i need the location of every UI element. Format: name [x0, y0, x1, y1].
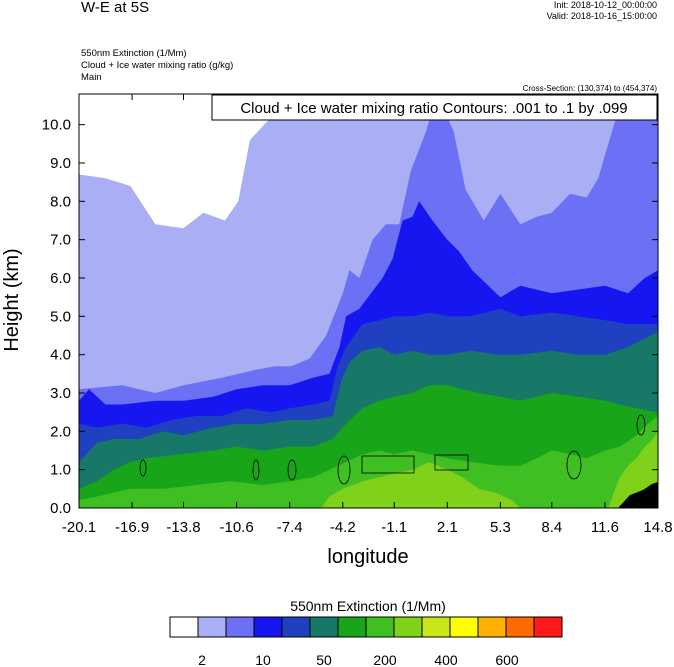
- cloud-contour: [287, 459, 297, 481]
- subtitle-extinction: 550nm Extinction (1/Mm): [81, 48, 187, 59]
- colorbar-swatch: [421, 616, 451, 638]
- contour-band-7: [321, 462, 521, 508]
- cloud-contour: [566, 450, 582, 480]
- colorbar-swatch: [169, 616, 199, 638]
- x-tick-label: -10.6: [220, 519, 254, 536]
- plot-frame: [78, 93, 659, 509]
- colorbar-label: 10: [255, 652, 271, 667]
- cross-section-label: Cross-Section: (130,374) to (454,374): [522, 84, 657, 93]
- y-tick-label: 3.0: [50, 385, 71, 402]
- x-tick-label: 8.4: [541, 519, 562, 536]
- x-tick-label: 11.6: [591, 519, 619, 536]
- y-axis-label: Height (km): [1, 248, 23, 351]
- colorbar-swatch: [365, 616, 395, 638]
- x-tick-label: -7.4: [277, 519, 303, 536]
- y-tick-label: 6.0: [50, 270, 71, 287]
- cloud-contour: [636, 414, 646, 436]
- terrain: [618, 482, 658, 508]
- colorbar: 2 10 50 200 400 600: [169, 616, 563, 667]
- y-tick-label: 4.0: [50, 347, 71, 364]
- filled-contours: [79, 94, 658, 508]
- colorbar-swatch: [309, 616, 339, 638]
- x-tick-label: -16.9: [115, 519, 149, 536]
- colorbar-swatch: [505, 616, 535, 638]
- x-tick-label: 2.1: [437, 519, 458, 536]
- y-tick-label: 8.0: [50, 193, 71, 210]
- cloud-contour: [434, 454, 469, 471]
- colorbar-swatch: [337, 616, 367, 638]
- contour-info-box: [211, 94, 658, 121]
- contour-band-6: [79, 416, 658, 508]
- cloud-contours: [139, 414, 646, 485]
- y-tick-label: 9.0: [50, 155, 71, 172]
- plot-title: W-E at 5S: [81, 0, 150, 16]
- y-tick-label: 0.0: [50, 500, 71, 517]
- x-tick-label: -13.8: [166, 519, 200, 536]
- x-axis-label: longitude: [327, 546, 408, 568]
- x-tick-label: -20.1: [62, 519, 96, 536]
- x-axis: -20.1 -16.9 -13.8 -10.6 -7.4 -4.2 -1.1 2.1 5.3 8.…: [62, 94, 673, 536]
- cloud-contour: [139, 459, 147, 477]
- colorbar-swatch: [197, 616, 227, 638]
- subtitle-mixing-ratio: Cloud + Ice water mixing ratio (g/kg): [81, 60, 234, 71]
- colorbar-swatch: [449, 616, 479, 638]
- colorbar-label: 600: [495, 652, 519, 667]
- colorbar-swatch: [477, 616, 507, 638]
- x-tick-label: 14.8: [643, 519, 672, 536]
- colorbar-swatch: [533, 616, 563, 638]
- y-tick-label: 1.0: [50, 462, 71, 479]
- colorbar-swatch: [393, 616, 423, 638]
- cloud-contour: [337, 455, 351, 485]
- y-tick-label: 5.0: [50, 308, 71, 325]
- colorbar-title: 550nm Extinction (1/Mm): [290, 598, 446, 614]
- cloud-contour: [361, 455, 415, 474]
- x-tick-label: -4.2: [330, 519, 356, 536]
- colorbar-swatch: [281, 616, 311, 638]
- y-tick-label: 2.0: [50, 423, 71, 440]
- x-tick-label: -1.1: [381, 519, 407, 536]
- colorbar-swatch: [253, 616, 283, 638]
- x-tick-label: 5.3: [490, 519, 511, 536]
- colorbar-swatch: [225, 616, 255, 638]
- colorbar-label: 2: [198, 652, 206, 667]
- colorbar-label: 50: [316, 652, 332, 667]
- cloud-contour: [252, 459, 260, 481]
- y-axis: 0.0 1.0 2.0 3.0 4.0 5.0 6.0 7.0 8.0 9.0 10.0: [42, 117, 658, 517]
- y-tick-label: 7.0: [50, 232, 71, 249]
- colorbar-label: 400: [434, 652, 458, 667]
- init-time: Init: 2018-10-12_00:00:00: [553, 0, 657, 10]
- colorbar-label: 200: [373, 652, 397, 667]
- y-tick-label: 10.0: [42, 117, 71, 134]
- contour-info-label: Cloud + Ice water mixing ratio Contours:…: [240, 100, 627, 117]
- valid-time: Valid: 2018-10-16_15:00:00: [546, 11, 657, 21]
- subtitle-main: Main: [81, 72, 102, 83]
